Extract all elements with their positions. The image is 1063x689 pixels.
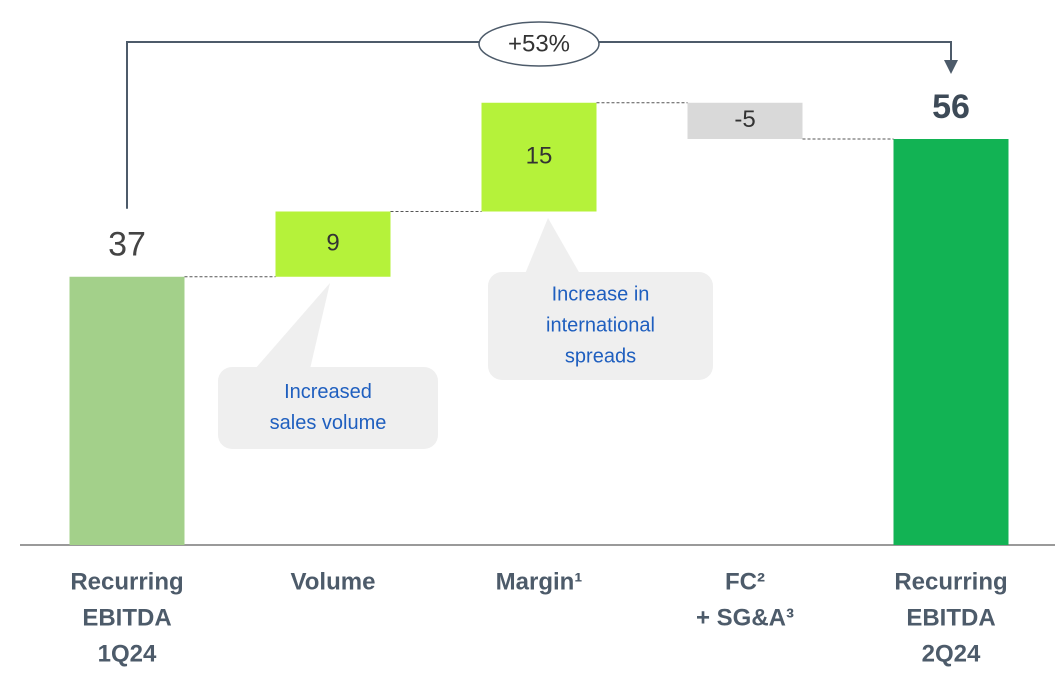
callout-text: sales volume <box>270 412 387 434</box>
bar <box>69 276 185 545</box>
callout-pointer <box>525 218 580 274</box>
x-tick-label: EBITDA <box>82 604 171 631</box>
callout-pointer <box>255 283 330 369</box>
bar <box>687 102 803 139</box>
callout-text: spreads <box>565 345 636 367</box>
x-tick-label: + SG&A³ <box>696 604 794 631</box>
x-tick-label: 2Q24 <box>922 640 981 667</box>
x-tick-label: Volume <box>291 568 376 595</box>
callout-box <box>488 272 713 380</box>
value-label: 15 <box>526 142 553 169</box>
change-badge <box>478 21 600 67</box>
x-tick-label: Recurring <box>894 568 1007 595</box>
callout-text: Increase in <box>552 283 650 305</box>
x-tick-label: 1Q24 <box>98 640 157 667</box>
bar <box>481 102 597 212</box>
callout-box <box>218 367 438 449</box>
value-label: -5 <box>734 106 755 133</box>
callout-text: international <box>546 314 655 336</box>
value-label: 37 <box>108 226 146 264</box>
value-label: 56 <box>932 88 970 126</box>
bar <box>893 139 1009 545</box>
x-tick-label: EBITDA <box>906 604 995 631</box>
x-tick-label: Margin¹ <box>496 568 583 595</box>
bar <box>275 211 391 277</box>
change-label: +53% <box>508 30 570 57</box>
value-label: 9 <box>326 229 339 256</box>
x-tick-label: FC² <box>725 568 765 595</box>
callout-text: Increased <box>284 381 372 403</box>
x-tick-label: Recurring <box>70 568 183 595</box>
arrow-head <box>944 60 958 74</box>
